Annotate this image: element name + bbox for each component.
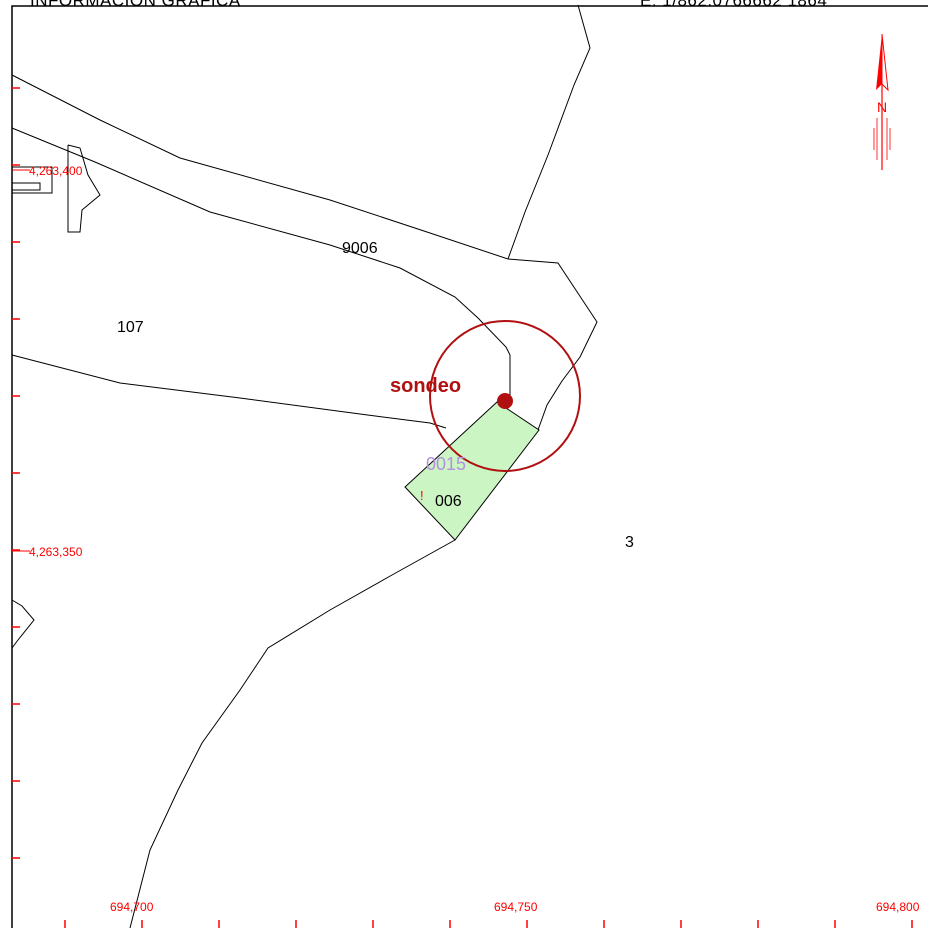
parcel-107-lower-edge	[11, 354, 447, 429]
map-frame	[11, 5, 928, 928]
left-ticks	[12, 87, 20, 859]
grid-label-4263350: 4,263,350	[29, 545, 83, 559]
grid-label-694800: 694,800	[876, 900, 920, 914]
parcel-006-highlight[interactable]	[404, 401, 540, 541]
small-plot-west	[11, 599, 35, 649]
grid-label-694750: 694,750	[494, 900, 538, 914]
parcel-label-006: 006	[435, 493, 462, 510]
diagonal-boundary-south	[129, 539, 456, 928]
parcel-label-0015: 0015	[426, 454, 466, 474]
parcel-label-3: 3	[625, 534, 634, 551]
sondeo-radius-circle	[429, 320, 581, 472]
east-boundary	[507, 4, 591, 260]
grid-label-694700: 694,700	[110, 900, 154, 914]
parcel-label-107: 107	[117, 319, 144, 336]
bottom-ticks	[64, 920, 913, 928]
small-building-nw	[11, 166, 53, 194]
parcel-label-9006: 9006	[342, 240, 378, 257]
north-arrow-icon: N	[873, 33, 891, 170]
north-arrow-letter: N	[877, 99, 887, 115]
parcel-boundaries	[11, 4, 598, 928]
grid-label-4263400: 4,263,400	[29, 164, 83, 178]
road-9006-upper-edge	[11, 74, 598, 431]
sondeo-label: sondeo	[390, 375, 461, 397]
parcel-small-mark: !	[420, 488, 424, 503]
building-outline-nw	[12, 182, 41, 191]
road-9006-lower-edge	[11, 127, 511, 395]
sondeo-point-marker[interactable]	[497, 393, 513, 409]
header-left-text: INFORMACIÓN GRÁFICA	[30, 0, 241, 10]
header-right-text: E: 1/862.0766662 1864	[640, 0, 828, 10]
small-plot-nw	[67, 144, 101, 233]
